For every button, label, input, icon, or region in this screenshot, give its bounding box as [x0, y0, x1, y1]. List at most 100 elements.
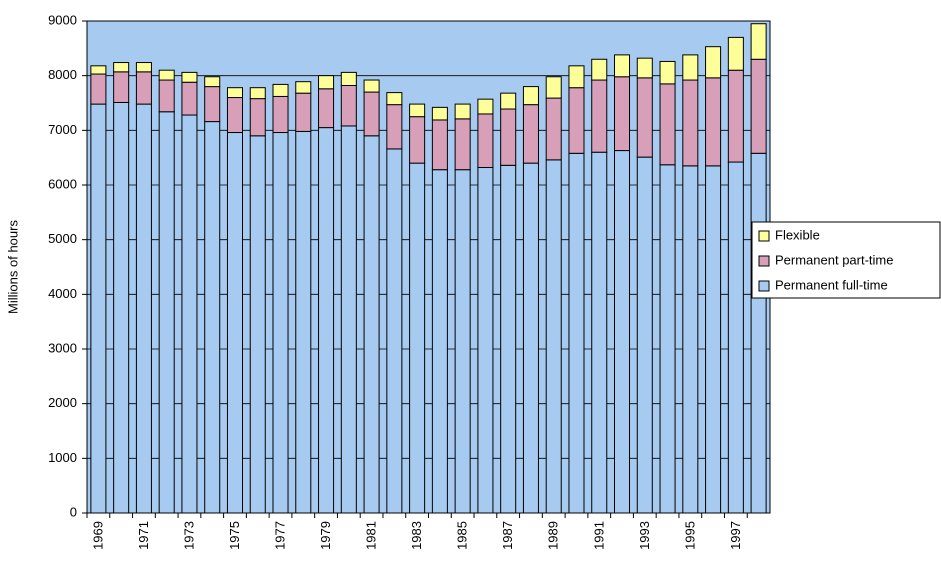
bar-segment: [158, 111, 175, 514]
legend-swatch: [758, 230, 770, 242]
bar-segment: [135, 62, 152, 73]
bar-segment: [295, 81, 312, 94]
x-tick-label: 1993: [637, 521, 652, 550]
bar-segment: [340, 71, 357, 87]
bar-segment: [295, 130, 312, 514]
bar-segment: [727, 161, 744, 514]
bar-segment: [614, 150, 631, 514]
bar-segment: [409, 162, 426, 514]
x-tick-label: 1973: [181, 521, 196, 550]
bar-segment: [249, 87, 266, 100]
y-tick-label: 4000: [48, 286, 77, 301]
bar-segment: [591, 79, 608, 153]
bar-segment: [204, 86, 221, 123]
bar-segment: [591, 151, 608, 514]
bar-segment: [90, 65, 107, 75]
bar-segment: [705, 77, 722, 167]
bar-segment: [568, 152, 585, 514]
bar-segment: [363, 91, 380, 137]
y-tick-label: 7000: [48, 122, 77, 137]
bar-segment: [750, 23, 767, 60]
bar-segment: [659, 60, 676, 85]
legend-label: Permanent full-time: [775, 277, 888, 292]
x-tick-label: 1983: [409, 521, 424, 550]
bar-segment: [272, 132, 289, 514]
bar-segment: [705, 165, 722, 514]
bar-segment: [318, 127, 335, 514]
bar-segment: [340, 85, 357, 127]
bar-segment: [727, 36, 744, 71]
bar-segment: [750, 58, 767, 154]
legend-swatch: [758, 280, 770, 292]
bar-segment: [226, 132, 243, 514]
x-tick-label: 1987: [500, 521, 515, 550]
bar-segment: [363, 79, 380, 93]
bar-segment: [727, 69, 744, 163]
bar-segment: [750, 152, 767, 514]
x-tick-label: 1971: [136, 521, 151, 550]
x-tick-label: 1975: [227, 521, 242, 550]
bar-segment: [409, 116, 426, 164]
bar-segment: [500, 108, 517, 166]
bar-segment: [636, 156, 653, 514]
bar-segment: [181, 81, 198, 116]
bar-segment: [204, 76, 221, 88]
bar-segment: [659, 164, 676, 514]
y-tick-label: 2000: [48, 395, 77, 410]
bar-segment: [363, 135, 380, 514]
bar-segment: [340, 125, 357, 514]
bar-segment: [295, 92, 312, 132]
bar-segment: [386, 92, 403, 106]
bar-segment: [522, 162, 539, 514]
x-tick-label: 1979: [318, 521, 333, 550]
bar-segment: [135, 103, 152, 514]
x-tick-label: 1991: [591, 521, 606, 550]
bar-segment: [181, 71, 198, 83]
bar-segment: [249, 135, 266, 514]
bar-segment: [431, 169, 448, 514]
bar-segment: [113, 101, 130, 514]
bar-segment: [386, 148, 403, 514]
y-tick-label: 5000: [48, 231, 77, 246]
bar-segment: [682, 79, 699, 167]
bar-segment: [545, 159, 562, 514]
bar-segment: [135, 71, 152, 105]
bar-segment: [545, 76, 562, 99]
bar-segment: [226, 87, 243, 99]
x-tick-label: 1977: [273, 521, 288, 550]
bar-segment: [636, 77, 653, 158]
bar-segment: [181, 114, 198, 514]
x-tick-label: 1981: [364, 521, 379, 550]
bar-segment: [454, 118, 471, 171]
bar-segment: [477, 113, 494, 169]
y-axis-title: Millions of hours: [5, 220, 20, 314]
y-tick-label: 9000: [48, 12, 77, 27]
bar-segment: [568, 87, 585, 154]
bar-segment: [431, 106, 448, 121]
bar-segment: [90, 73, 107, 105]
bar-segment: [500, 164, 517, 514]
legend-label: Flexible: [775, 227, 820, 242]
bar-segment: [500, 92, 517, 110]
bar-segment: [318, 88, 335, 129]
legend-swatch: [758, 255, 770, 267]
bar-segment: [318, 75, 335, 90]
bar-segment: [659, 83, 676, 166]
bar-segment: [158, 79, 175, 113]
bar-segment: [477, 98, 494, 115]
y-tick-label: 8000: [48, 67, 77, 82]
bar-segment: [522, 86, 539, 106]
bar-segment: [522, 104, 539, 164]
bar-segment: [682, 165, 699, 514]
x-tick-label: 1989: [546, 521, 561, 550]
bar-segment: [90, 103, 107, 514]
bar-segment: [158, 69, 175, 81]
x-tick-label: 1997: [728, 521, 743, 550]
y-tick-label: 3000: [48, 340, 77, 355]
legend-label: Permanent part-time: [775, 252, 894, 267]
bar-segment: [226, 97, 243, 134]
y-tick-label: 6000: [48, 176, 77, 191]
bar-segment: [636, 57, 653, 79]
bar-segment: [272, 95, 289, 134]
bar-segment: [249, 98, 266, 137]
